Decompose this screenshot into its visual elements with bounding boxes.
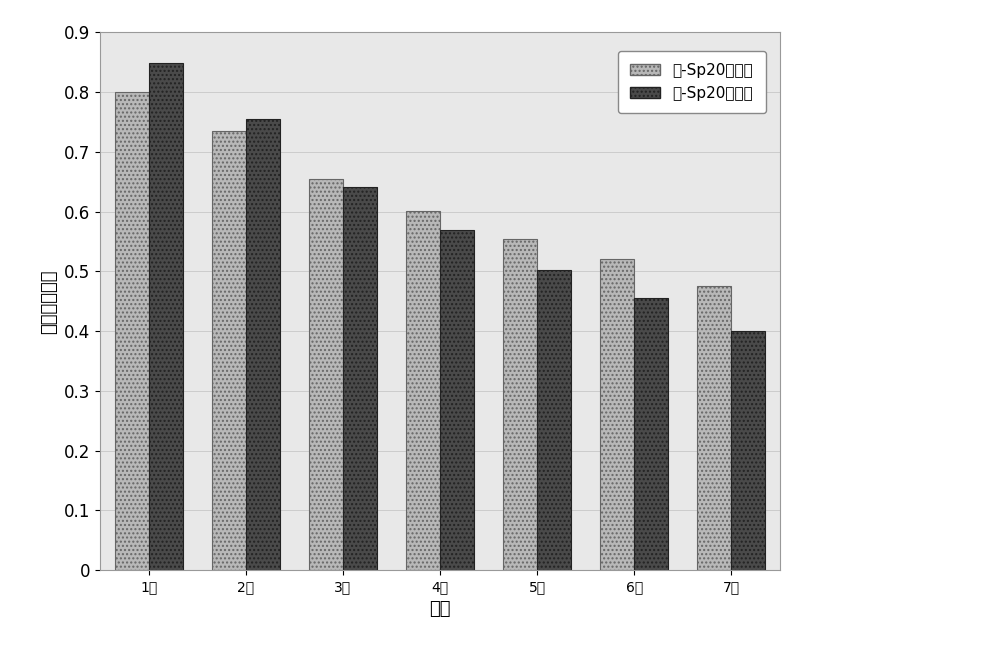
- Bar: [697, 286, 731, 570]
- Legend: 抗-Sp20阳性组, 抗-Sp20阴性组: 抗-Sp20阳性组, 抗-Sp20阴性组: [618, 51, 766, 113]
- Bar: [731, 331, 765, 570]
- Bar: [149, 64, 183, 570]
- Bar: [600, 259, 634, 570]
- X-axis label: 时间: 时间: [429, 599, 451, 618]
- Bar: [309, 179, 343, 570]
- Bar: [503, 238, 537, 570]
- Bar: [343, 187, 377, 570]
- Y-axis label: 平均生存概率: 平均生存概率: [40, 269, 58, 334]
- Bar: [440, 229, 474, 570]
- Bar: [246, 119, 280, 570]
- Bar: [406, 211, 440, 570]
- Bar: [212, 131, 246, 570]
- Bar: [115, 92, 149, 570]
- Bar: [634, 298, 668, 570]
- Bar: [537, 270, 571, 570]
